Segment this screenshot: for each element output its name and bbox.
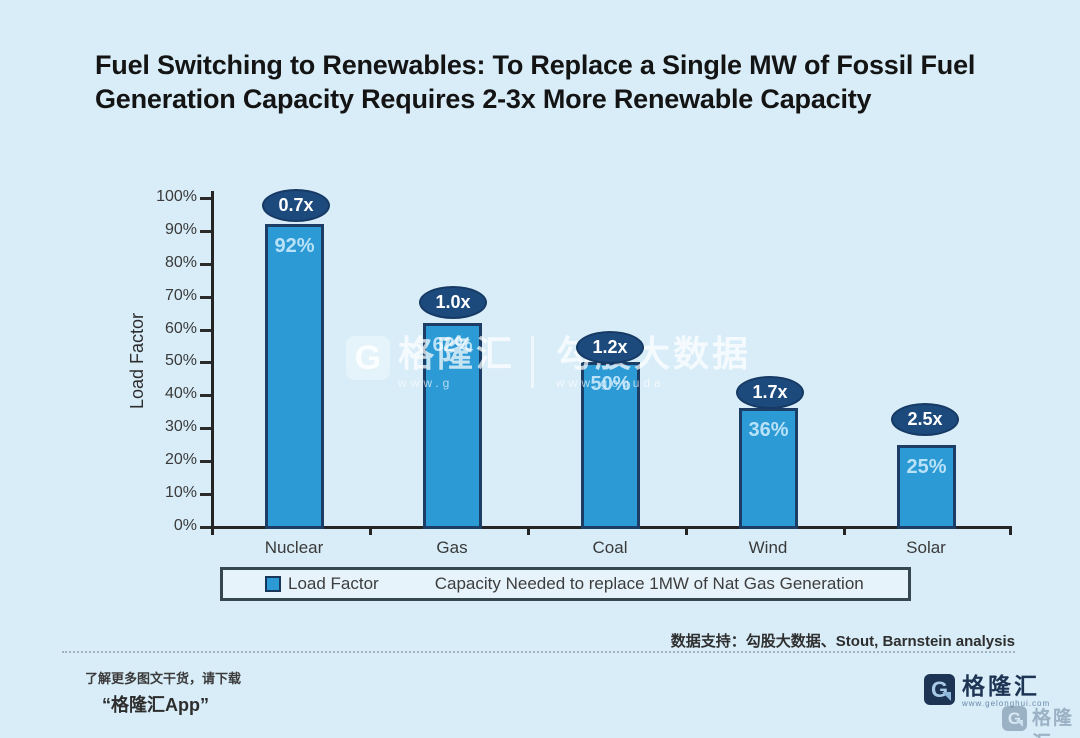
y-tick-label: 10% (164, 484, 197, 501)
watermark-brand-url: www.g (398, 376, 454, 390)
app-name-text: “格隆汇App” (102, 695, 209, 715)
legend-box: Load Factor Capacity Needed to replace 1… (220, 567, 911, 601)
multiplier-badge-gas: 1.0x (419, 286, 487, 319)
y-tick-mark (200, 394, 212, 397)
y-axis-line (211, 191, 214, 529)
promo-text: 了解更多图文干货，请下载 (85, 671, 242, 686)
x-tick-mark (369, 526, 372, 535)
multiplier-badge-coal: 1.2x (576, 331, 644, 364)
legend-capacity-note: Capacity Needed to replace 1MW of Nat Ga… (434, 574, 864, 593)
y-tick-label: 60% (164, 320, 197, 337)
y-tick-mark (200, 460, 212, 463)
bar-value-label: 92% (274, 235, 315, 257)
x-tick-mark (1009, 526, 1012, 535)
multiplier-badge-solar: 2.5x (891, 403, 959, 436)
y-tick-mark (200, 197, 212, 200)
multiplier-badge-nuclear: 0.7x (262, 189, 330, 222)
x-category-coal: Coal (592, 538, 628, 557)
multiplier-badge-wind: 1.7x (736, 376, 804, 409)
gelonghui-corner-logo-text: 格隆汇 (1032, 708, 1075, 738)
bar-value-label: 25% (906, 456, 947, 478)
gelonghui-logo-text: 格隆汇 (962, 673, 1040, 699)
y-tick-label: 30% (164, 418, 197, 435)
gelonghui-corner-logo: G 格隆汇 (1002, 706, 1080, 738)
bar-value-label: 36% (748, 419, 789, 441)
y-tick-mark (200, 329, 212, 332)
x-tick-mark (685, 526, 688, 535)
y-tick-label: 40% (164, 385, 197, 402)
y-tick-label: 80% (164, 254, 197, 271)
y-tick-mark (200, 526, 212, 529)
y-tick-label: 20% (164, 451, 197, 468)
gelonghui-logo-url: www.gelonghui.com (962, 699, 1051, 708)
x-category-wind: Wind (748, 538, 788, 557)
gelonghui-logo-icon: G (924, 674, 955, 705)
y-tick-mark (200, 493, 212, 496)
gelonghui-logo: G 格隆汇 www.gelonghui.com (924, 674, 1050, 708)
y-tick-label: 50% (164, 352, 197, 369)
bar-solar: 25% (897, 445, 956, 529)
y-tick-label: 90% (164, 221, 197, 238)
x-tick-mark (843, 526, 846, 535)
dotted-divider (62, 651, 1015, 653)
x-category-nuclear: Nuclear (264, 538, 324, 557)
y-tick-mark (200, 230, 212, 233)
bar-value-label: 50% (590, 373, 631, 395)
x-tick-mark (527, 526, 530, 535)
y-tick-label: 0% (173, 517, 197, 534)
gelonghui-corner-logo-icon: G (1002, 706, 1027, 731)
bar-value-label: 62% (432, 334, 473, 356)
y-tick-label: 100% (156, 188, 197, 205)
chart-title: Fuel Switching to Renewables: To Replace… (95, 50, 976, 114)
watermark-brand: 格隆汇 (398, 333, 516, 374)
y-tick-mark (200, 296, 212, 299)
watermark-partner-url: www.goguda (556, 376, 665, 390)
y-tick-label: 70% (164, 287, 197, 304)
data-source-note: 数据支持：勾股大数据、Stout, Barnstein analysis (670, 633, 1015, 650)
y-tick-mark (200, 427, 212, 430)
watermark-g-icon: G (346, 336, 390, 380)
x-tick-mark (211, 526, 214, 535)
y-tick-mark (200, 361, 212, 364)
x-category-solar: Solar (906, 538, 946, 557)
x-category-gas: Gas (436, 538, 468, 557)
y-tick-mark (200, 263, 212, 266)
watermark: G 格隆汇 www.g 勾股大数据 www.goguda (346, 334, 751, 390)
legend-load-factor-label: Load Factor (288, 574, 379, 593)
watermark-divider (531, 336, 535, 388)
bar-wind: 36% (739, 408, 798, 529)
bar-coal: 50% (581, 362, 640, 529)
load-factor-swatch-icon (265, 576, 281, 592)
bar-gas: 62% (423, 323, 482, 529)
bar-nuclear: 92% (265, 224, 324, 529)
